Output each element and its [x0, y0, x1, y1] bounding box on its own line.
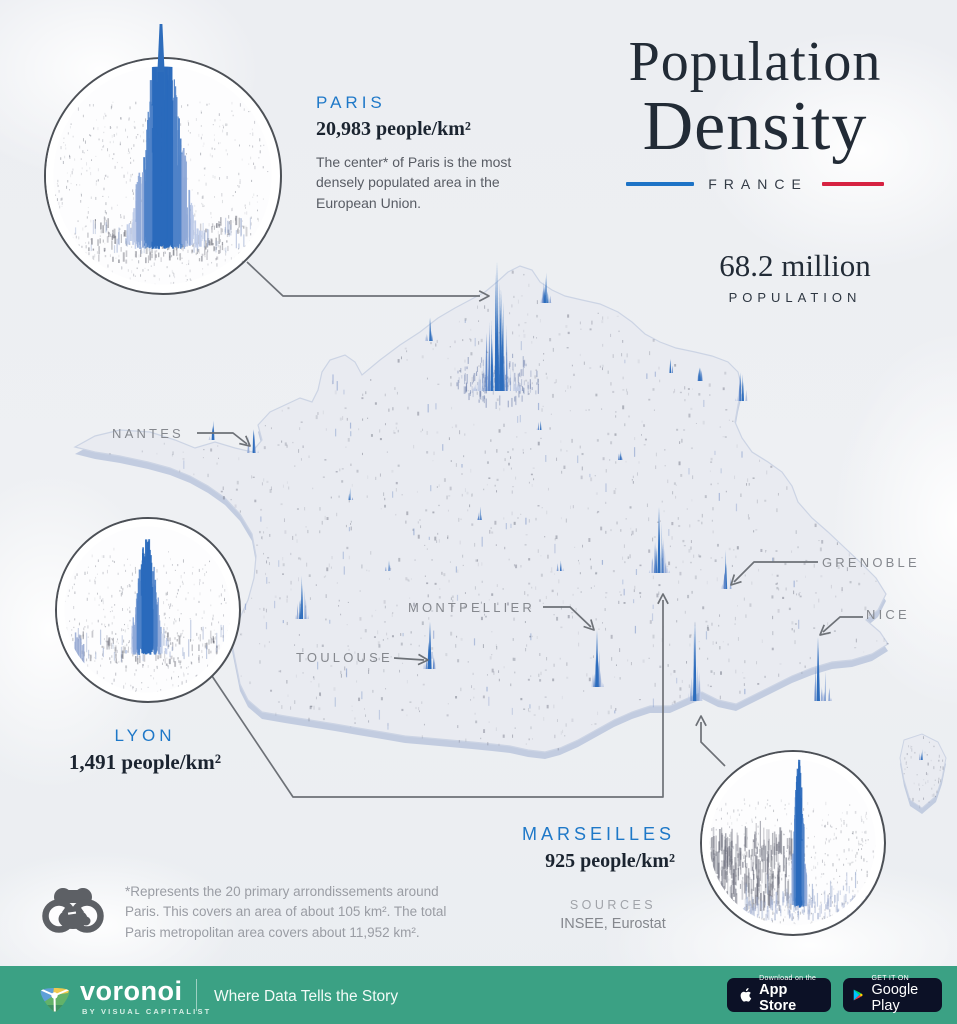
apple-icon: [740, 988, 752, 1002]
footnote: *Represents the 20 primary arrondissemen…: [125, 884, 447, 940]
google-play-icon: [853, 989, 863, 1001]
paris-spike-tip: [157, 24, 165, 72]
title-line1: Population: [628, 31, 882, 93]
marseilles-density: 925 people/km²: [545, 850, 675, 872]
population-value: 68.2 million: [719, 248, 871, 283]
title-block: Population Density FRANCE: [560, 34, 950, 192]
lyon-name: LYON: [114, 726, 176, 745]
map-label-grenoble: GRENOBLE: [822, 555, 920, 570]
map-label-toulouse: TOULOUSE: [296, 650, 393, 665]
google-play-bottom: Google Play: [871, 981, 919, 1014]
voronoi-byline: BY VISUAL CAPITALIST: [82, 1007, 212, 1016]
red-flag-bar: [821, 182, 884, 186]
app-store-top: Download on the: [759, 975, 817, 983]
map-label-montpellier: MONTPELLIER: [408, 600, 535, 615]
voronoi-logo-icon[interactable]: [36, 979, 74, 1013]
voronoi-brand[interactable]: voronoi: [80, 976, 183, 1006]
paris-description: The center* of Paris is the most densely…: [316, 154, 512, 211]
paris-inset-graphic: [46, 59, 280, 293]
binoculars-pig-icon: [42, 888, 104, 933]
paris-inset-circle: [44, 57, 282, 295]
lyon-density: 1,491 people/km²: [68, 750, 222, 774]
lyon-inset-graphic: [57, 519, 239, 701]
country-row: FRANCE: [560, 176, 950, 192]
sources-value: INSEE, Eurostat: [560, 916, 666, 932]
google-play-top: GET IT ON: [871, 975, 909, 983]
country-label: FRANCE: [708, 176, 808, 192]
map-label-nice: NICE: [866, 607, 910, 622]
app-store-bottom: App Store: [759, 981, 797, 1014]
sources-block: SOURCES INSEE, Eurostat: [543, 898, 683, 932]
marseilles-name: MARSEILLES: [521, 824, 675, 844]
lyon-callout: LYON 1,491 people/km²: [45, 726, 245, 775]
footer-divider: [196, 979, 197, 1011]
sources-label: SOURCES: [569, 898, 657, 912]
marseilles-callout: MARSEILLES 925 people/km²: [425, 824, 675, 873]
map-label-nantes: NANTES: [112, 426, 184, 441]
paris-callout: PARIS 20,983 people/km² The center* of P…: [316, 93, 561, 213]
population-label: POPULATION: [728, 290, 862, 305]
cloud-decoration: [700, 30, 957, 270]
google-play-badge[interactable]: GET IT ON Google Play: [843, 975, 942, 1014]
population-block: 68.2 million POPULATION: [655, 248, 935, 305]
paris-density: 20,983 people/km²: [316, 118, 471, 140]
app-store-badge[interactable]: Download on the App Store: [727, 975, 831, 1014]
marseilles-inset-graphic: [702, 752, 884, 934]
footer-bar: voronoi BY VISUAL CAPITALIST Where Data …: [0, 966, 957, 1024]
marseilles-inset-circle: [700, 750, 886, 936]
lyon-inset-circle: [55, 517, 241, 703]
footer-tagline: Where Data Tells the Story: [214, 988, 399, 1005]
title-line2: Density: [642, 88, 868, 165]
paris-name: PARIS: [316, 93, 386, 112]
blue-flag-bar: [626, 182, 695, 186]
